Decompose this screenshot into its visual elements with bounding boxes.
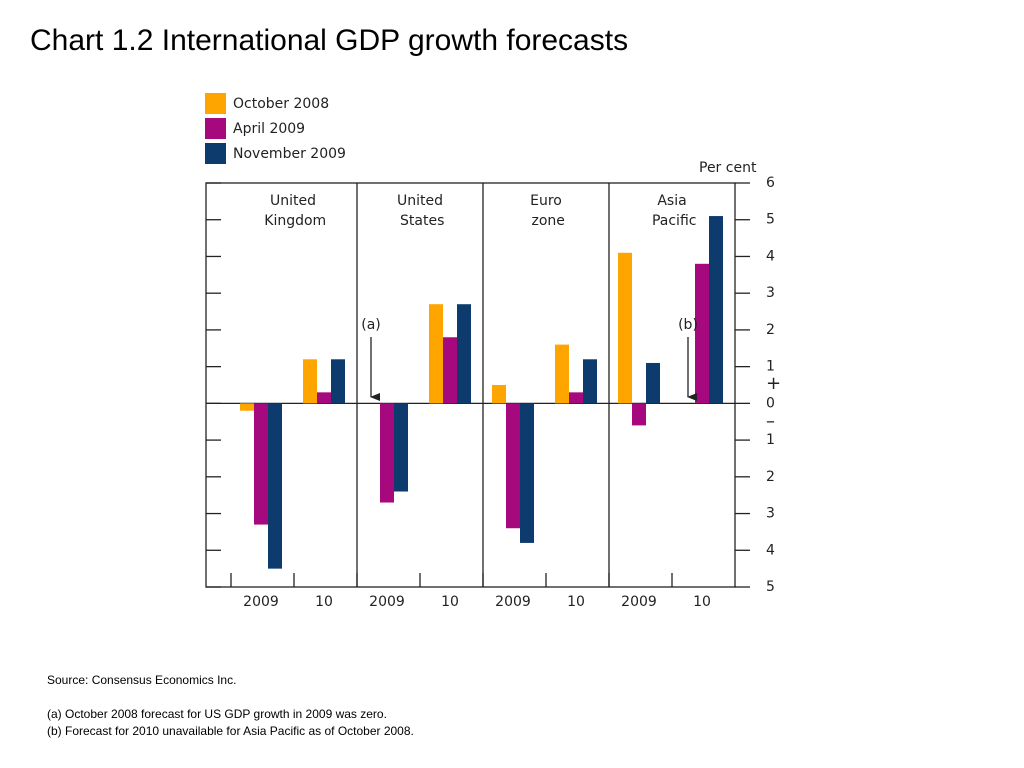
source: Source: Consensus Economics Inc. xyxy=(47,673,236,687)
x-tick-label: 2009 xyxy=(243,594,279,610)
x-tick-label: 10 xyxy=(441,594,459,610)
bar xyxy=(268,403,282,569)
bar xyxy=(254,403,268,525)
bar xyxy=(443,337,457,404)
annotation: (b) xyxy=(678,317,698,333)
panel-title: Euro zone xyxy=(527,193,565,229)
y-tick-label: 5 xyxy=(766,212,775,228)
bar xyxy=(506,403,520,529)
bar xyxy=(331,359,345,404)
legend-swatch xyxy=(205,93,226,114)
y-tick-label: 5 xyxy=(766,579,775,595)
x-tick-label: 10 xyxy=(693,594,711,610)
panel-title: Asia Pacific xyxy=(648,193,697,229)
minus-sign: – xyxy=(766,411,775,432)
x-tick-label: 2009 xyxy=(369,594,405,610)
y-tick-label: 1 xyxy=(766,359,775,375)
y-tick-label: 3 xyxy=(766,506,775,522)
y-axis-label: Per cent xyxy=(699,160,757,176)
bar xyxy=(583,359,597,404)
bar xyxy=(569,392,583,404)
x-tick-label: 10 xyxy=(315,594,333,610)
footnote: (a) October 2008 forecast for US GDP gro… xyxy=(47,707,387,721)
x-tick-label: 2009 xyxy=(495,594,531,610)
x-tick-label: 10 xyxy=(567,594,585,610)
bar xyxy=(695,263,709,404)
y-tick-label: 1 xyxy=(766,432,775,448)
bar xyxy=(240,403,254,411)
bar xyxy=(380,403,394,503)
y-tick-label: 4 xyxy=(766,248,775,264)
y-tick-label: 6 xyxy=(766,175,775,191)
legend-swatch xyxy=(205,143,226,164)
y-tick-label: 2 xyxy=(766,469,775,485)
plot-frame xyxy=(205,182,736,588)
legend-label: November 2009 xyxy=(233,146,346,162)
bar xyxy=(457,304,471,404)
bar xyxy=(317,392,331,404)
panel-title: United States xyxy=(396,193,445,229)
plus-sign: + xyxy=(766,373,781,394)
bar xyxy=(646,362,660,404)
bar xyxy=(394,403,408,492)
y-tick-label: 0 xyxy=(766,395,775,411)
bar xyxy=(492,385,506,404)
y-tick-label: 3 xyxy=(766,285,775,301)
y-tick-label: 4 xyxy=(766,542,775,558)
legend-label: April 2009 xyxy=(233,121,305,137)
legend-swatch xyxy=(205,118,226,139)
bar xyxy=(429,304,443,404)
bar xyxy=(303,359,317,404)
x-tick-label: 2009 xyxy=(621,594,657,610)
panel-title: United Kingdom xyxy=(260,193,326,229)
chart-title: Chart 1.2 International GDP growth forec… xyxy=(30,24,628,57)
bar xyxy=(618,252,632,404)
bar xyxy=(555,344,569,404)
y-tick-label: 2 xyxy=(766,322,775,338)
legend-label: October 2008 xyxy=(233,96,329,112)
bar xyxy=(632,403,646,426)
bar xyxy=(709,216,723,404)
footnote: (b) Forecast for 2010 unavailable for As… xyxy=(47,724,414,738)
bar xyxy=(520,403,534,543)
annotation: (a) xyxy=(361,317,381,333)
